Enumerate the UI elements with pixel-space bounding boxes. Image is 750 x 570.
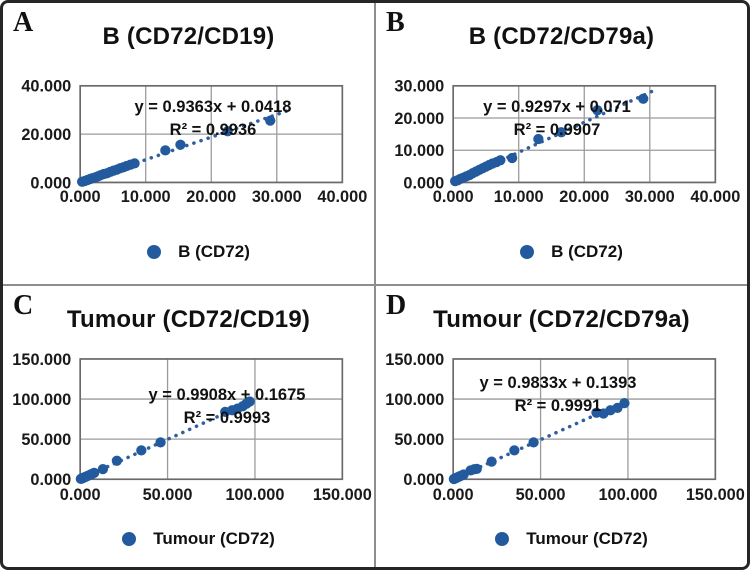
svg-text:10.000: 10.000 (121, 188, 171, 206)
scatter-panel-d: D Tumour (CD72/CD79a) 0.000 50.000 100.000… (376, 286, 747, 567)
svg-text:100.000: 100.000 (598, 486, 657, 504)
svg-text:20.000: 20.000 (186, 188, 236, 206)
legend: B (CD72) (386, 242, 747, 262)
scatter-chart: 0.000 50.000 100.000 150.000 0.000 50.000 100.… (3, 286, 374, 567)
scatter-chart: 0.000 10.000 20.000 30.000 40.000 0.000 10.000… (376, 3, 747, 284)
legend-marker-icon (122, 532, 137, 546)
legend-marker-icon (520, 245, 535, 259)
legend-label: B (CD72) (178, 242, 250, 261)
svg-text:0.000: 0.000 (30, 471, 71, 489)
svg-text:50.000: 50.000 (516, 486, 566, 504)
scatter-chart: 0.000 10.000 20.000 30.000 40.000 0.000 20.000… (3, 3, 374, 284)
trendline-annotation: y = 0.9908x + 0.1675 R² = 0.9993 (149, 384, 306, 430)
svg-text:40.000: 40.000 (690, 188, 740, 206)
scatter-chart: 0.000 50.000 100.000 150.000 0.000 50.000 100.… (376, 286, 747, 567)
svg-text:100.000: 100.000 (225, 486, 284, 504)
legend-marker-icon (495, 532, 510, 546)
scatter-panel-c: C Tumour (CD72/CD19) 0.000 50.000 100.000 1… (3, 286, 374, 567)
legend: Tumour (CD72) (386, 529, 747, 549)
svg-text:30.000: 30.000 (625, 188, 675, 206)
svg-text:30.000: 30.000 (252, 188, 302, 206)
trendline-annotation: y = 0.9297x + 0.071 R² = 0.9907 (483, 96, 631, 142)
legend: B (CD72) (13, 242, 374, 262)
svg-text:100.000: 100.000 (385, 391, 444, 409)
svg-text:0.000: 0.000 (60, 188, 101, 206)
svg-text:20.000: 20.000 (21, 126, 71, 144)
panel-label: C (13, 290, 34, 321)
svg-text:150.000: 150.000 (686, 486, 745, 504)
svg-text:150.000: 150.000 (12, 351, 71, 369)
chart-title: B (CD72/CD19) (102, 23, 275, 50)
trendline-equation: y = 0.9363x + 0.0418 (134, 98, 292, 116)
panel-label: D (386, 290, 407, 321)
panel-label: B (386, 7, 405, 38)
svg-text:150.000: 150.000 (313, 486, 372, 504)
svg-text:0.000: 0.000 (403, 174, 444, 192)
svg-text:10.000: 10.000 (494, 188, 544, 206)
legend-marker-icon (147, 245, 162, 259)
legend-label: Tumour (CD72) (153, 529, 275, 548)
svg-text:0.000: 0.000 (433, 486, 474, 504)
svg-text:20.000: 20.000 (394, 110, 444, 128)
svg-text:100.000: 100.000 (12, 391, 71, 409)
chart-title: Tumour (CD72/CD19) (66, 306, 311, 333)
chart-title: B (CD72/CD79a) (468, 23, 655, 50)
svg-text:50.000: 50.000 (143, 486, 193, 504)
r-squared-value: R² = 0.9991 (514, 397, 602, 416)
svg-text:10.000: 10.000 (394, 142, 444, 160)
chart-title: Tumour (CD72/CD79a) (433, 306, 690, 333)
trendline-annotation: y = 0.9833x + 0.1393 R² = 0.9991 (480, 372, 637, 418)
legend-label: Tumour (CD72) (526, 529, 648, 548)
svg-text:40.000: 40.000 (317, 188, 367, 206)
scatter-panel-a: A B (CD72/CD19) 0.000 10.000 20.000 30.000 4… (3, 3, 374, 284)
trendline-equation: y = 0.9297x + 0.071 (483, 98, 631, 116)
svg-text:50.000: 50.000 (21, 431, 71, 449)
svg-text:0.000: 0.000 (60, 486, 101, 504)
svg-text:30.000: 30.000 (394, 78, 444, 96)
svg-text:150.000: 150.000 (385, 351, 444, 369)
svg-text:50.000: 50.000 (394, 431, 444, 449)
trendline-equation: y = 0.9908x + 0.1675 (148, 386, 306, 404)
r-squared-value: R² = 0.9993 (183, 409, 271, 428)
svg-text:0.000: 0.000 (433, 188, 474, 206)
panel-label: A (13, 7, 34, 38)
legend: Tumour (CD72) (13, 529, 374, 549)
trendline-annotation: y = 0.9363x + 0.0418 R² = 0.9936 (135, 96, 292, 142)
trendline-equation: y = 0.9833x + 0.1393 (479, 374, 637, 392)
svg-text:40.000: 40.000 (21, 78, 71, 96)
legend-label: B (CD72) (551, 242, 623, 261)
r-squared-value: R² = 0.9936 (169, 121, 257, 140)
svg-text:0.000: 0.000 (403, 471, 444, 489)
r-squared-value: R² = 0.9907 (513, 121, 601, 140)
svg-text:20.000: 20.000 (559, 188, 609, 206)
scatter-panel-b: B B (CD72/CD79a) 0.000 10.000 20.000 30.000… (376, 3, 747, 284)
svg-text:0.000: 0.000 (30, 174, 71, 192)
